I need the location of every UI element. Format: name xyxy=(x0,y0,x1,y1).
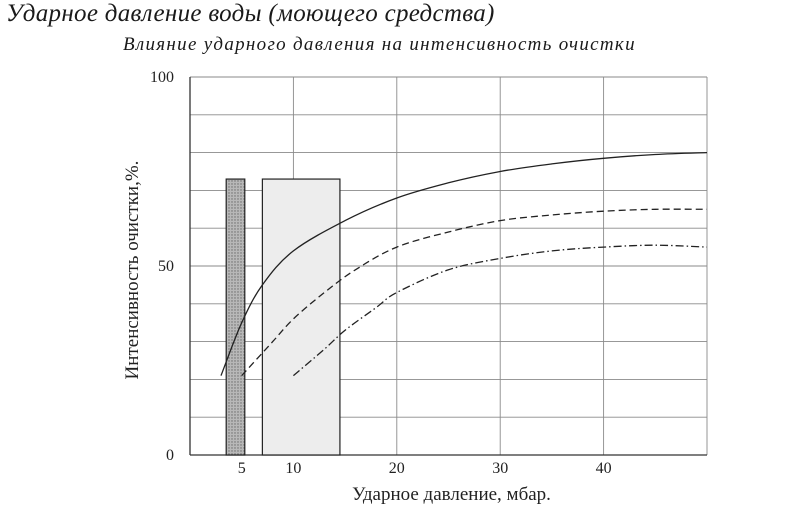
y-tick-label: 50 xyxy=(158,258,174,275)
series-line-dash-dot xyxy=(292,244,708,377)
y-tick-label: 0 xyxy=(166,447,174,464)
shaded-regions xyxy=(225,178,341,456)
x-tick-label: 5 xyxy=(238,460,246,477)
x-tick-label: 10 xyxy=(285,460,301,477)
x-tick-label: 20 xyxy=(389,460,405,477)
series-lines xyxy=(220,151,708,377)
series-line-solid xyxy=(220,151,708,376)
tick-labels: 5 10 20 30 40 0 50 100 xyxy=(150,69,612,477)
x-axis-label: Ударное давление, мбар. xyxy=(352,484,551,505)
x-tick-label: 30 xyxy=(492,460,508,477)
shaded-region-1 xyxy=(225,178,246,456)
x-tick-label: 40 xyxy=(596,460,612,477)
page-title: Ударное давление воды (моющего средства) xyxy=(6,0,495,27)
y-axis-label: Интенсивность очистки,%. xyxy=(122,161,143,380)
y-tick-label: 100 xyxy=(150,69,174,86)
series-line-dashed xyxy=(241,208,708,377)
shaded-region-2 xyxy=(261,178,341,456)
chart-title: Влияние ударного давления на интенсивнос… xyxy=(123,34,636,55)
